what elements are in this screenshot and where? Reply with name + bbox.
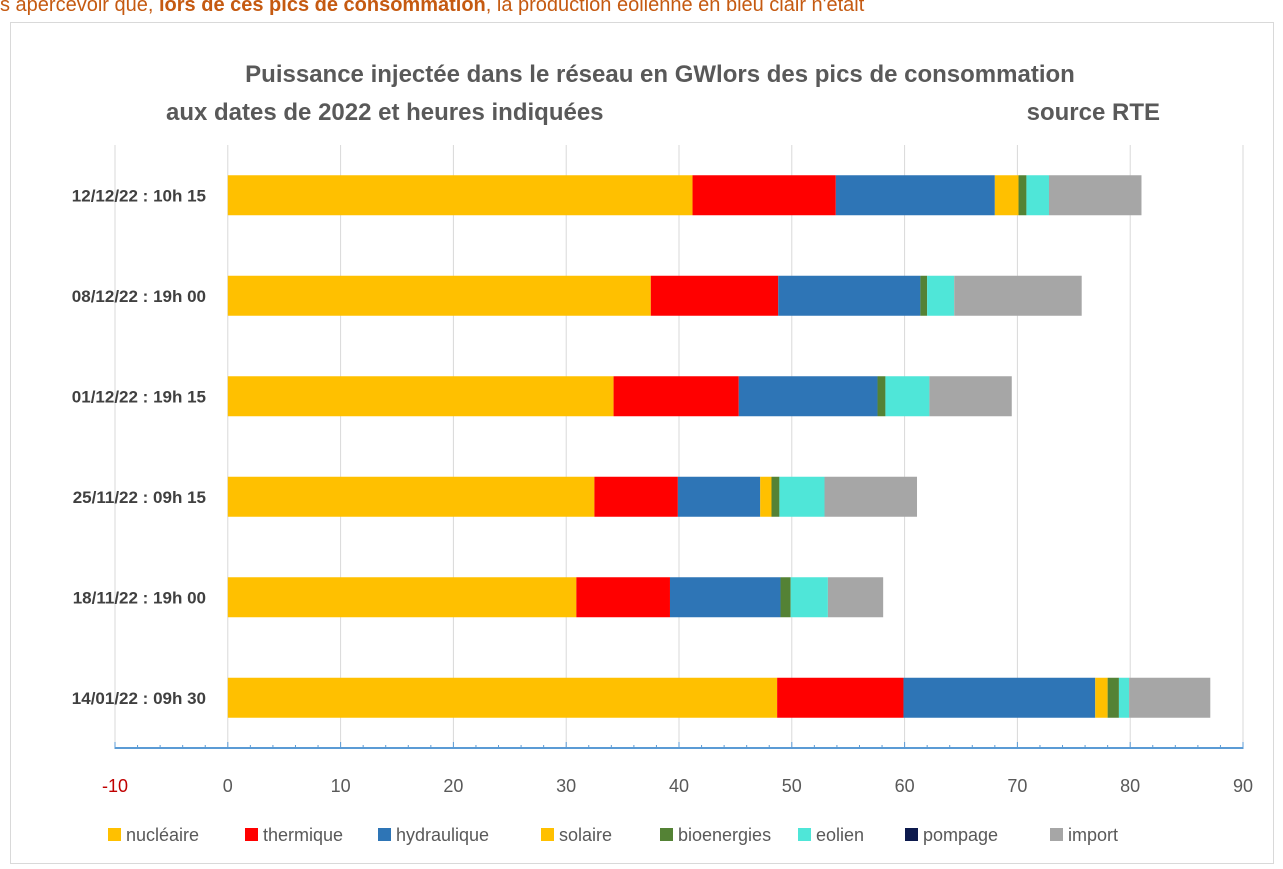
x-tick-label-8: 70 [1007,776,1027,796]
legend-swatch-5 [798,828,811,841]
category-labels: 12/12/22 : 10h 15 08/12/22 : 19h 00 01/12/… [72,186,206,708]
x-tick-label-1: 0 [223,776,233,796]
legend-swatch-2 [378,828,391,841]
legend-item-3: solaire [541,825,612,845]
chart-source: source RTE [1027,99,1160,126]
top-text-part2: , la production éolienne en bleu clair n… [485,0,865,16]
top-text-bold: lors de ces pics de consommation [158,0,486,16]
bar-3-7 [824,476,918,517]
category-label-2: 01/12/22 : 19h 15 [72,387,206,406]
bar-2-5 [885,376,930,417]
x-tick-label-2: 10 [331,776,351,796]
chart-title-line1: Puissance injectée dans le réseau en GWl… [245,61,1075,88]
x-tick-label-5: 40 [669,776,689,796]
legend: nucléaire thermique hydraulique solaire bioe… [108,825,1118,845]
legend-swatch-0 [108,828,121,841]
category-label-4: 18/11/22 : 19h 00 [73,588,206,607]
bar-4-5 [790,577,828,618]
top-text-line: s apercevoir que, lors de ces pics de co… [0,0,1283,18]
legend-label-3: solaire [559,825,612,845]
category-label-3: 25/11/22 : 09h 15 [73,488,206,507]
bar-4-7 [827,577,884,618]
bar-1-7 [954,275,1082,316]
legend-item-4: bioenergies [660,825,771,845]
legend-label-5: eolien [816,825,864,845]
bar-3-2 [677,476,761,517]
bar-2-7 [929,376,1012,417]
bar-0-0 [227,175,693,216]
bar-2-1 [613,376,739,417]
bar-2-2 [738,376,878,417]
legend-label-1: thermique [263,825,343,845]
gridlines [114,145,1244,748]
top-text-part1: s apercevoir que, [0,0,159,16]
bar-1-0 [227,275,651,316]
legend-item-6: pompage [905,825,998,845]
bar-0-5 [1026,175,1049,216]
x-tick-label-4: 30 [556,776,576,796]
legend-item-5: eolien [798,825,864,845]
legend-label-4: bioenergies [678,825,771,845]
bar-1-4 [920,275,928,316]
x-tick-label-0: -10 [102,776,128,796]
category-label-0: 12/12/22 : 10h 15 [72,186,206,205]
legend-swatch-7 [1050,828,1063,841]
bars-group [227,175,1211,718]
x-tick-label-10: 90 [1233,776,1253,796]
bar-5-0 [227,677,778,718]
bar-0-1 [692,175,836,216]
bar-3-1 [594,476,678,517]
bar-3-0 [227,476,595,517]
bar-4-0 [227,577,577,618]
bar-2-0 [227,376,614,417]
bar-4-4 [780,577,791,618]
bar-1-1 [650,275,779,316]
bar-5-2 [903,677,1096,718]
bar-0-3 [994,175,1019,216]
bar-4-2 [669,577,781,618]
bar-1-2 [778,275,921,316]
legend-item-7: import [1050,825,1118,845]
bar-1-5 [927,275,955,316]
legend-swatch-1 [245,828,258,841]
legend-label-2: hydraulique [396,825,489,845]
x-tick-label-3: 20 [443,776,463,796]
legend-swatch-6 [905,828,918,841]
bar-4-1 [576,577,670,618]
chart-frame [10,22,1274,864]
bar-5-4 [1107,677,1119,718]
bar-3-3 [760,476,772,517]
legend-swatch-3 [541,828,554,841]
legend-label-0: nucléaire [126,825,199,845]
bar-3-4 [771,476,780,517]
x-tick-label-9: 80 [1120,776,1140,796]
category-label-5: 14/01/22 : 09h 30 [72,689,206,708]
chart-title-line2: aux dates de 2022 et heures indiquées [166,99,604,126]
legend-label-6: pompage [923,825,998,845]
legend-item-2: hydraulique [378,825,489,845]
x-tick-labels: -10 0 10 20 30 40 50 60 70 80 90 [102,776,1253,796]
bar-3-5 [779,476,825,517]
bar-0-7 [1048,175,1142,216]
bar-5-5 [1118,677,1130,718]
legend-item-0: nucléaire [108,825,199,845]
x-tick-label-6: 50 [782,776,802,796]
bar-5-1 [777,677,904,718]
bar-0-4 [1018,175,1027,216]
bar-0-2 [835,175,995,216]
bar-5-7 [1129,677,1211,718]
legend-item-1: thermique [245,825,343,845]
x-tick-label-7: 60 [895,776,915,796]
bar-2-4 [877,376,886,417]
bar-5-3 [1095,677,1108,718]
category-label-1: 08/12/22 : 19h 00 [72,287,206,306]
legend-swatch-4 [660,828,673,841]
x-axis [114,742,1244,749]
legend-label-7: import [1068,825,1118,845]
